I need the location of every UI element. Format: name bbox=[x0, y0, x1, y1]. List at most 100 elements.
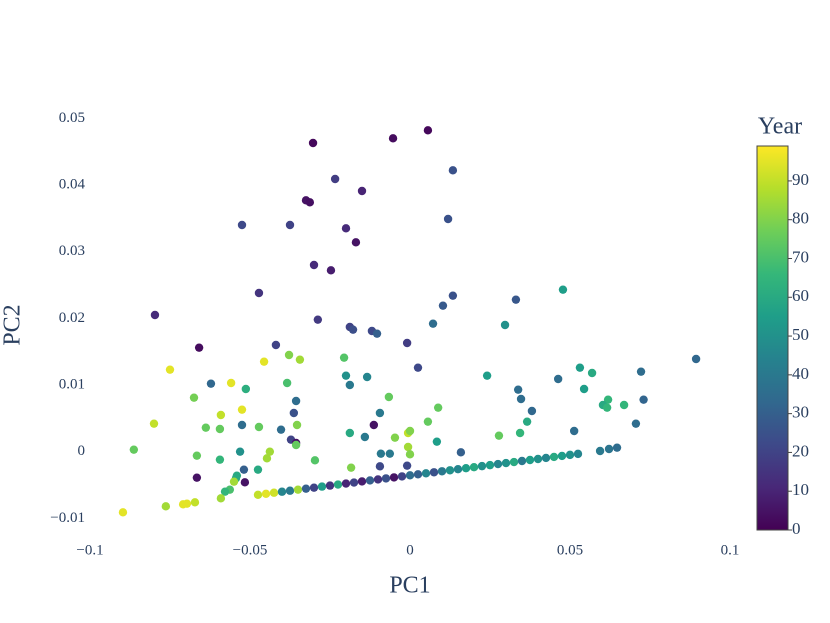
point bbox=[192, 473, 202, 482]
point bbox=[351, 238, 361, 247]
point bbox=[494, 431, 504, 440]
point bbox=[403, 442, 413, 452]
point bbox=[309, 483, 319, 492]
point bbox=[285, 486, 295, 495]
point bbox=[254, 288, 264, 298]
point bbox=[189, 393, 199, 402]
point bbox=[402, 461, 412, 470]
point bbox=[309, 260, 319, 270]
point bbox=[229, 477, 239, 486]
x-tick-label: −0.05 bbox=[233, 542, 268, 558]
point bbox=[513, 385, 523, 394]
point bbox=[293, 485, 303, 494]
point bbox=[375, 408, 385, 418]
point bbox=[604, 444, 614, 454]
point bbox=[453, 465, 463, 474]
point bbox=[341, 224, 351, 233]
y-axis-title: PC2 bbox=[0, 304, 26, 345]
point bbox=[239, 465, 249, 474]
point bbox=[341, 479, 351, 488]
point bbox=[349, 478, 359, 487]
point bbox=[402, 338, 412, 348]
point bbox=[631, 419, 641, 428]
point bbox=[201, 423, 211, 432]
point bbox=[373, 475, 383, 484]
point bbox=[428, 319, 438, 328]
colorbar-tick-label: 30 bbox=[792, 403, 809, 422]
point bbox=[461, 464, 471, 473]
point bbox=[385, 449, 395, 458]
colorbar-tick-label: 60 bbox=[792, 286, 809, 305]
point bbox=[515, 428, 525, 438]
point bbox=[595, 446, 605, 456]
point bbox=[190, 498, 200, 507]
point bbox=[253, 490, 263, 499]
point bbox=[285, 220, 295, 230]
point bbox=[438, 301, 448, 310]
x-tick-label: −0.1 bbox=[76, 542, 103, 558]
y-tick-label: 0.05 bbox=[59, 110, 85, 126]
point bbox=[262, 454, 272, 463]
point bbox=[443, 214, 453, 224]
point bbox=[149, 419, 159, 428]
point bbox=[118, 508, 128, 517]
point bbox=[216, 410, 226, 420]
point bbox=[330, 174, 340, 184]
point bbox=[575, 363, 585, 372]
point bbox=[636, 367, 646, 376]
point bbox=[405, 450, 415, 459]
point bbox=[602, 403, 612, 412]
point bbox=[265, 447, 275, 456]
point bbox=[445, 466, 455, 475]
point bbox=[291, 396, 301, 406]
point bbox=[291, 440, 301, 450]
point bbox=[215, 455, 225, 464]
point bbox=[541, 453, 551, 463]
point bbox=[456, 448, 466, 457]
point bbox=[362, 372, 372, 382]
point bbox=[429, 468, 439, 477]
point bbox=[448, 291, 458, 300]
point bbox=[206, 379, 216, 388]
colorbar-tick-label: 20 bbox=[792, 441, 809, 460]
point bbox=[313, 315, 323, 324]
point bbox=[381, 474, 391, 483]
point bbox=[269, 488, 279, 497]
point bbox=[150, 310, 160, 320]
point bbox=[241, 384, 251, 394]
point bbox=[301, 484, 311, 493]
point bbox=[261, 489, 271, 498]
point bbox=[339, 353, 349, 362]
point bbox=[295, 355, 305, 364]
point bbox=[165, 365, 175, 374]
point bbox=[372, 329, 382, 338]
point bbox=[501, 458, 511, 468]
x-tick-label: 0.1 bbox=[721, 542, 740, 558]
colorbar-tick-label: 40 bbox=[792, 364, 809, 383]
point bbox=[423, 417, 433, 426]
point bbox=[557, 451, 567, 461]
point bbox=[516, 394, 526, 404]
colorbar-title: Year bbox=[758, 114, 802, 140]
point bbox=[553, 374, 563, 384]
point bbox=[389, 473, 399, 482]
point bbox=[413, 470, 423, 479]
point bbox=[240, 478, 250, 487]
colorbar-tick-label: 50 bbox=[792, 325, 809, 344]
point bbox=[603, 395, 613, 404]
point bbox=[579, 384, 589, 394]
point bbox=[237, 220, 247, 230]
point bbox=[271, 340, 281, 350]
point bbox=[397, 472, 407, 481]
point bbox=[509, 457, 519, 467]
point bbox=[325, 481, 335, 490]
colorbar-tick-label: 0 bbox=[792, 519, 801, 538]
point bbox=[326, 266, 336, 275]
y-tick-label: 0 bbox=[78, 443, 86, 459]
point bbox=[194, 343, 204, 352]
point bbox=[333, 480, 343, 489]
point bbox=[612, 443, 622, 452]
colorbar-tick-label: 90 bbox=[792, 170, 809, 189]
point bbox=[639, 395, 648, 404]
point bbox=[284, 350, 294, 360]
